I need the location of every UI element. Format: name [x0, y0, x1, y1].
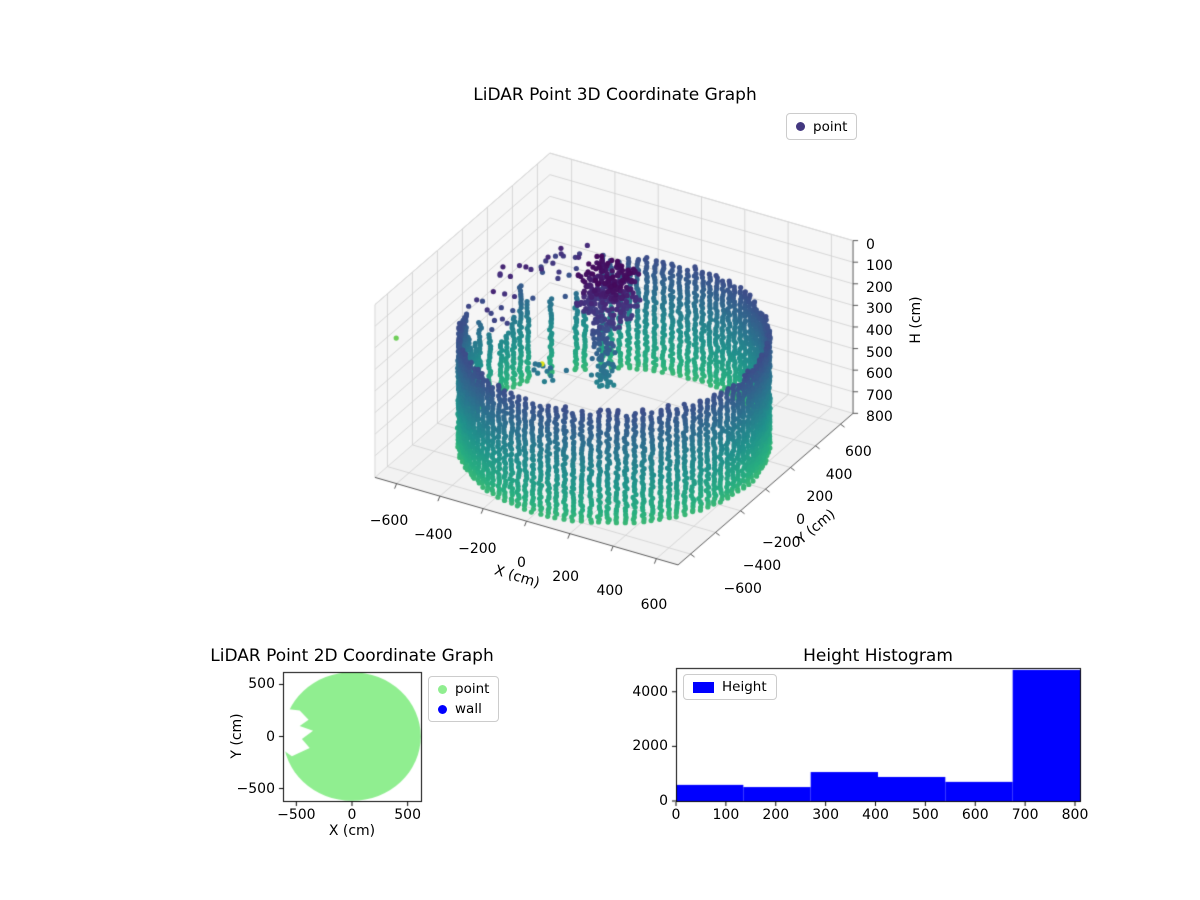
plot2d-legend: point wall: [428, 676, 500, 722]
legend-item-height: Height: [693, 679, 767, 695]
plot3d-zlabel: H (cm): [908, 296, 924, 344]
plot3d-title: LiDAR Point 3D Coordinate Graph: [473, 85, 757, 105]
legend-label-point: point: [813, 118, 848, 135]
point-marker-icon: [438, 684, 447, 694]
legend-label-wall: wall: [455, 701, 482, 717]
plot3d-legend: point: [786, 113, 858, 140]
hist-legend: Height: [683, 674, 777, 700]
legend-label-height: Height: [722, 679, 767, 695]
legend-item-point: point: [438, 681, 489, 697]
plot2d-title: LiDAR Point 2D Coordinate Graph: [210, 646, 494, 666]
legend-item-point: point: [796, 119, 847, 135]
wall-marker-icon: [438, 704, 447, 714]
hist-title: Height Histogram: [803, 646, 953, 666]
legend-label-point: point: [455, 681, 490, 697]
point-marker-icon: [796, 122, 805, 131]
legend-item-wall: wall: [438, 701, 489, 717]
height-patch-icon: [693, 681, 714, 693]
plot2d-xlabel: X (cm): [328, 823, 376, 839]
plot2d-ylabel: Y (cm): [229, 713, 245, 759]
